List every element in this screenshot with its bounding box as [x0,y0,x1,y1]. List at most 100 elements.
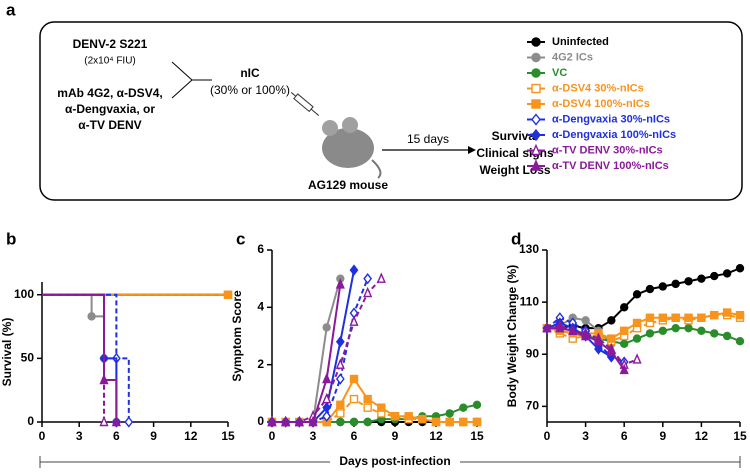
marker [607,316,616,325]
marker [581,316,590,325]
marker [99,373,109,385]
y-tick-label: 70 [526,399,540,413]
marker [308,415,318,427]
x-tick-label: 0 [544,429,551,443]
marker [335,373,345,385]
marker [418,414,427,424]
marker [530,143,542,156]
marker [697,313,706,322]
schematic-box [39,21,743,201]
marker [99,415,109,427]
marker [363,286,373,298]
marker [281,415,291,427]
panel-label: c [236,229,245,248]
marker [531,99,541,109]
marker [267,415,277,427]
marker [431,417,441,427]
x-tick-label: 12 [429,429,443,443]
y-tick-label: 100 [14,287,34,301]
marker [645,313,655,322]
antibody: α-TV DENV [78,118,141,132]
marker [322,402,332,414]
x-tick-label: 6 [621,429,628,443]
x-tick-label: 0 [269,429,276,443]
x-tick-label: 12 [184,429,198,443]
marker [459,417,468,427]
marker [606,345,616,356]
y-tick-label: 0 [27,414,34,428]
arrow-head [468,146,476,154]
y-axis-label: Symptom Score [230,290,244,382]
marker [322,372,332,384]
marker [697,274,706,283]
marker [710,271,719,281]
marker [87,312,96,321]
marker [111,415,121,427]
marker [335,358,345,369]
marker [632,353,642,364]
marker [593,334,604,346]
y-tick-label: 4 [257,300,264,314]
complex: nIC [240,66,260,80]
y-tick-label: 130 [519,242,539,256]
marker [445,417,454,427]
marker [632,290,642,299]
marker [684,277,693,286]
marker [632,318,642,328]
y-tick-label: 0 [257,414,264,428]
x-tick-label: 9 [659,429,666,443]
marker [363,417,372,427]
readout: Survival [492,129,539,143]
merge-arrow [171,61,212,99]
marker [336,400,345,409]
legend-label: α-DSV4 30%-nICs [552,82,644,94]
x-tick-label: 6 [351,429,358,443]
marker [336,417,345,427]
marker [607,334,616,343]
marker [472,400,482,409]
marker [671,323,680,333]
marker [619,363,629,375]
antibody: α-Dengvaxia, or [65,102,155,116]
x-tick-label: 15 [221,429,235,443]
legend-label: α-Dengvaxia 100%-nICs [552,129,676,141]
marker [735,310,745,320]
marker [531,83,541,94]
marker [568,324,578,335]
readout: Clinical signs [476,146,554,160]
marker [581,329,591,341]
x-tick-label: 15 [470,429,484,443]
dose: (2x10⁴ FIU) [84,56,136,67]
marker [294,415,304,427]
marker [531,113,541,126]
marker [335,336,345,348]
y-axis-label: Body Weight Change (%) [505,265,519,407]
series-line [272,269,355,423]
legend-label: α-TV DENV 30%-nICs [552,144,663,156]
x-tick-label: 3 [310,429,317,443]
marker [542,321,552,333]
marker [530,159,542,171]
marker [377,403,386,412]
marker [223,290,233,299]
marker [658,282,667,291]
antibody: mAb 4G2, α-DSV4, [57,86,162,100]
series-line [272,278,369,423]
marker [658,313,667,322]
marker [620,339,629,349]
marker [658,326,667,335]
legend-label: α-Dengvaxia 30%-nICs [552,113,670,125]
marker [349,417,359,427]
x-tick-label: 0 [39,429,46,443]
marker [390,412,400,421]
label-bg [330,453,460,471]
marker [531,37,541,47]
marker [404,412,413,421]
y-tick-label: 6 [257,242,264,256]
x-tick-label: 15 [733,429,747,443]
complex-note: (30% or 100%) [210,83,290,97]
marker [531,68,541,78]
mouse [322,117,382,179]
x-tick-label: 6 [113,429,120,443]
panel-label: b [6,229,16,248]
